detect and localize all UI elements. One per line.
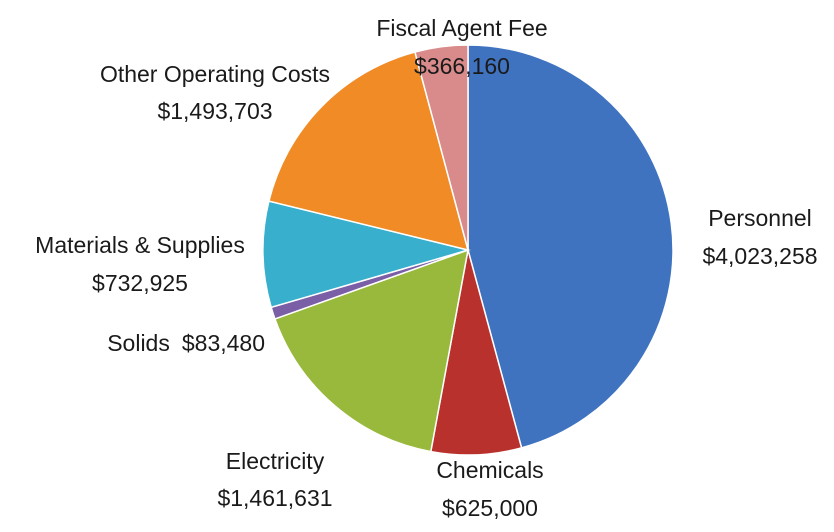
slice-category: Solids (107, 330, 170, 356)
pie-slice (414, 44, 469, 251)
slice-value-label: $83,480 (182, 330, 265, 356)
slice-category: Chemicals (436, 457, 543, 483)
slice-value-label: $1,461,631 (217, 485, 332, 511)
slice-value-label: $625,000 (442, 495, 538, 521)
pie-slice (273, 248, 469, 453)
slice-value-label: $732,925 (92, 270, 188, 296)
slice-label: Solids $83,480 (107, 330, 265, 356)
slice-category: Personnel (708, 205, 812, 231)
slice-value-label: $4,023,258 (702, 243, 817, 269)
slice-category: Electricity (226, 448, 325, 474)
pie-slice (467, 44, 674, 449)
slice-category: Other Operating Costs (100, 61, 330, 87)
pie-slice (268, 51, 470, 252)
slice-value-label: $366,160 (414, 53, 510, 79)
slice-category: Fiscal Agent Fee (376, 15, 547, 41)
slice-value-label: $1,493,703 (157, 98, 272, 124)
pie-slice (262, 200, 471, 309)
slice-category: Materials & Supplies (35, 232, 245, 258)
